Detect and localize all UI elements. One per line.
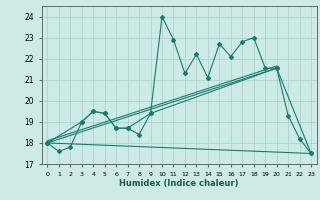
- X-axis label: Humidex (Indice chaleur): Humidex (Indice chaleur): [119, 179, 239, 188]
